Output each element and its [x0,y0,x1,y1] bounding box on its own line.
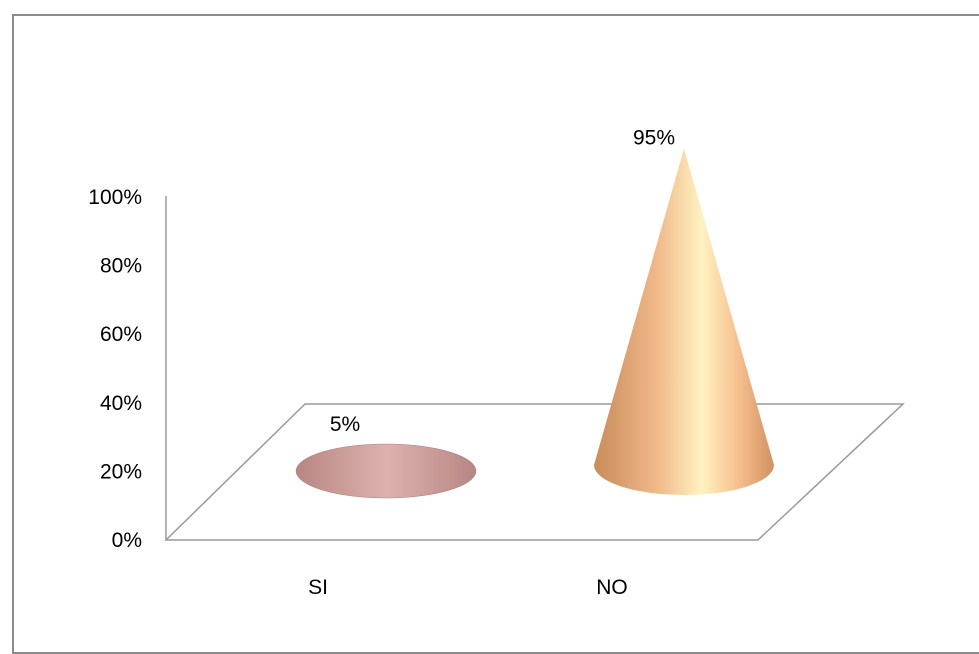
y-tick-label: 0% [112,529,142,552]
cone-si [295,443,477,499]
y-tick-label: 40% [100,392,142,415]
floor-plane [164,403,905,541]
category-label-no: NO [596,576,628,599]
y-tick-label: 60% [100,323,142,346]
cone-no [594,148,774,495]
data-label-no: 95% [633,127,675,150]
category-labels: SI NO [308,576,628,599]
y-tick-label: 20% [100,460,142,483]
y-tick-labels: 0% 20% 40% 60% 80% 100% [88,186,142,552]
y-tick-label: 100% [88,186,142,209]
cones [295,148,774,499]
data-labels: 5% 95% [330,127,675,436]
chart-frame [12,14,979,654]
category-label-si: SI [308,576,328,599]
data-label-si: 5% [330,413,360,436]
y-tick-label: 80% [100,255,142,278]
cone-chart: 0% 20% 40% 60% 80% 100% SI NO 5% 95% [88,127,905,599]
